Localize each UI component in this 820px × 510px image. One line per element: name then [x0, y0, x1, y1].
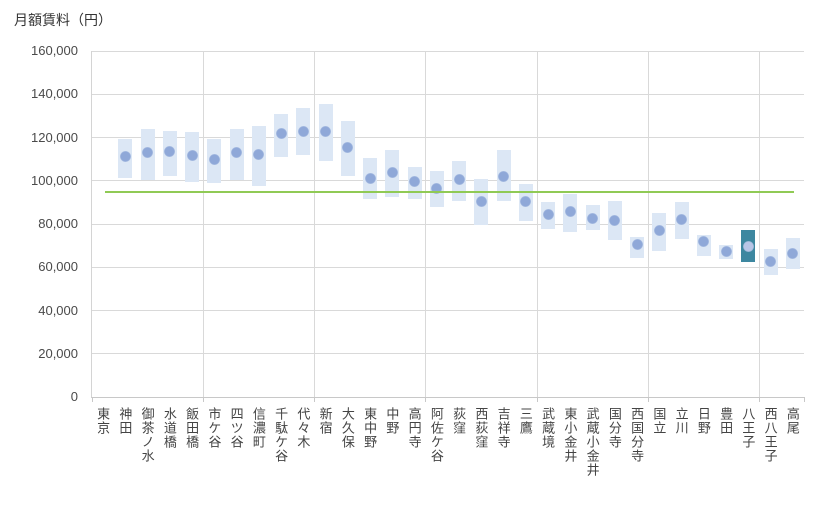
vertical-gridline: [759, 51, 760, 397]
median-dot: [297, 125, 309, 137]
y-axis-label: 100,000: [31, 172, 78, 188]
median-dot: [386, 166, 398, 178]
reference-line: [105, 190, 794, 193]
x-axis-label: 新宿: [317, 407, 333, 435]
x-axis-label: 西八王子: [762, 407, 778, 463]
x-axis-tick: [536, 397, 538, 402]
horizontal-gridline: [92, 50, 804, 52]
horizontal-gridline: [92, 223, 804, 225]
median-dot: [787, 247, 799, 259]
x-axis-label: 国立: [651, 407, 667, 435]
median-dot: [431, 182, 443, 194]
vertical-gridline: [202, 51, 204, 397]
median-dot: [320, 125, 332, 137]
x-axis-tick: [314, 397, 315, 402]
median-dot: [698, 235, 710, 247]
vertical-gridline: [536, 51, 538, 397]
x-axis-label: 高尾: [784, 407, 800, 435]
x-axis-tick: [202, 397, 204, 402]
median-dot: [364, 173, 376, 185]
x-axis-tick: [803, 397, 805, 402]
x-axis-label: 大久保: [339, 407, 355, 449]
x-axis-tick: [425, 397, 427, 402]
median-dot: [676, 214, 688, 226]
x-axis-label: 日野: [695, 407, 711, 435]
median-dot: [164, 146, 176, 158]
y-axis-label: 120,000: [31, 129, 78, 145]
x-axis-tick: [91, 397, 93, 402]
x-axis-label: 東中野: [362, 407, 378, 449]
plot-area: [91, 50, 805, 402]
horizontal-gridline: [92, 310, 804, 311]
x-axis-label: 東京: [95, 407, 111, 435]
horizontal-gridline: [92, 137, 804, 138]
x-axis-label: 豊田: [718, 407, 734, 435]
horizontal-gridline: [92, 93, 804, 95]
y-axis-label: 40,000: [38, 302, 78, 318]
x-axis-label: 八王子: [740, 407, 756, 449]
median-dot: [609, 215, 621, 227]
median-dot: [142, 147, 154, 159]
y-axis-label: 140,000: [31, 86, 78, 102]
median-dot: [520, 195, 532, 207]
median-dot: [587, 213, 599, 225]
median-dot: [186, 150, 198, 162]
y-axis-label: 160,000: [31, 43, 78, 58]
median-dot: [542, 208, 554, 220]
x-axis-label: 代々木: [295, 407, 311, 449]
median-dot: [253, 149, 265, 161]
x-axis-label: 四ツ谷: [228, 407, 244, 449]
chart-title: 月額賃料（円）: [14, 12, 112, 28]
median-dot: [342, 141, 354, 153]
vertical-gridline: [314, 51, 315, 397]
x-axis-label: 西国分寺: [629, 407, 645, 463]
y-axis-label: 60,000: [38, 259, 78, 275]
x-axis-label: 武蔵境: [540, 407, 556, 449]
x-axis-label: 東小金井: [562, 407, 578, 463]
y-axis-label: 0: [70, 389, 78, 404]
median-dot: [720, 245, 732, 257]
x-axis-label: 吉祥寺: [495, 407, 511, 449]
x-axis-label: 国分寺: [606, 407, 622, 449]
median-dot: [453, 174, 465, 186]
x-axis-label: 神田: [117, 407, 133, 435]
x-axis-label: 武蔵小金井: [584, 407, 600, 477]
x-axis-label: 御茶ノ水: [139, 407, 155, 463]
median-dot: [564, 205, 576, 217]
x-axis-label: 中野: [384, 407, 400, 435]
x-axis-tick: [647, 397, 649, 402]
x-axis-tick: [759, 397, 760, 402]
x-axis-label: 信濃町: [250, 407, 266, 449]
horizontal-gridline: [92, 353, 804, 355]
vertical-gridline: [425, 51, 427, 397]
median-dot: [208, 153, 220, 165]
horizontal-gridline: [92, 266, 804, 268]
x-axis-label: 高円寺: [406, 407, 422, 449]
y-axis-label: 80,000: [38, 216, 78, 231]
x-axis-label: 千駄ケ谷: [273, 407, 289, 463]
median-dot: [275, 127, 287, 139]
median-dot: [742, 241, 754, 253]
median-dot: [409, 176, 421, 188]
x-axis-label: 立川: [673, 407, 689, 435]
median-dot: [119, 151, 131, 163]
median-dot: [498, 170, 510, 182]
x-axis-label: 飯田橋: [184, 407, 200, 449]
median-dot: [765, 256, 777, 268]
y-axis-label: 20,000: [38, 345, 78, 361]
x-axis-label: 市ケ谷: [206, 407, 222, 449]
x-axis-label: 西荻窪: [473, 407, 489, 449]
median-dot: [231, 147, 243, 159]
x-axis-label: 荻窪: [451, 407, 467, 435]
median-dot: [631, 239, 643, 251]
horizontal-gridline: [92, 180, 804, 182]
vertical-gridline: [647, 51, 649, 397]
x-axis-label: 三鷹: [517, 407, 533, 435]
median-dot: [475, 195, 487, 207]
x-axis-label: 阿佐ケ谷: [428, 407, 444, 463]
x-axis-label: 水道橋: [161, 407, 177, 449]
median-dot: [653, 224, 665, 236]
